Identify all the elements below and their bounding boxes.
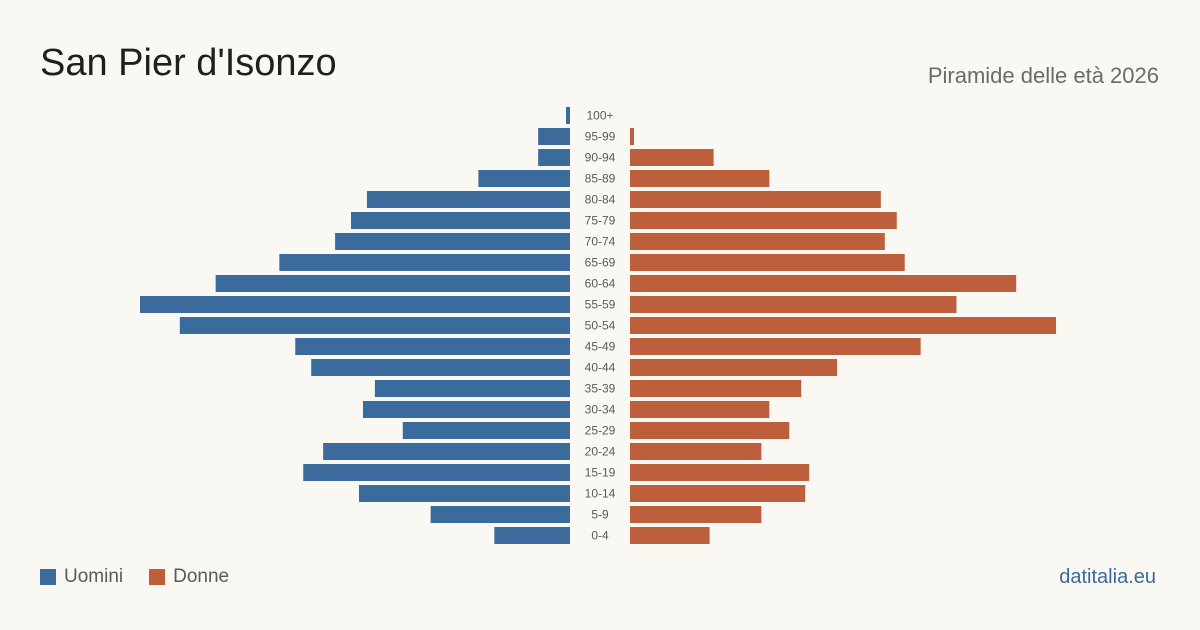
bar-men-30-34[interactable]	[362, 401, 570, 418]
age-label-45-49: 45-49	[585, 340, 616, 354]
bar-women-50-54[interactable]	[630, 317, 1057, 334]
age-label-40-44: 40-44	[585, 361, 616, 375]
bar-men-20-24[interactable]	[323, 443, 570, 460]
bar-women-75-79[interactable]	[630, 212, 897, 229]
age-label-55-59: 55-59	[585, 298, 616, 312]
chart-legend: Uomini Donne	[40, 566, 229, 588]
age-label-15-19: 15-19	[585, 466, 616, 480]
age-label-0-4: 0-4	[591, 529, 609, 543]
bar-women-65-69[interactable]	[630, 254, 905, 271]
age-label-60-64: 60-64	[585, 277, 616, 291]
bar-women-5-9[interactable]	[630, 506, 762, 523]
bar-women-95-99[interactable]	[630, 128, 634, 145]
bar-men-40-44[interactable]	[311, 359, 570, 376]
bar-men-35-39[interactable]	[374, 380, 570, 397]
page-title: San Pier d'Isonzo	[40, 42, 337, 84]
legend-label-men: Uomini	[64, 566, 124, 587]
legend-label-women: Donne	[173, 566, 230, 587]
bar-women-15-19[interactable]	[630, 464, 810, 481]
bar-men-80-84[interactable]	[366, 191, 570, 208]
age-label-35-39: 35-39	[585, 382, 616, 396]
legend-swatch-women	[149, 569, 166, 585]
bar-women-25-29[interactable]	[630, 422, 790, 439]
age-label-75-79: 75-79	[585, 214, 616, 228]
bar-men-95-99[interactable]	[538, 128, 570, 145]
bar-women-45-49[interactable]	[630, 338, 921, 355]
chart-subtitle: Piramide delle età 2026	[927, 63, 1159, 88]
bar-men-15-19[interactable]	[303, 464, 570, 481]
age-label-85-89: 85-89	[585, 172, 616, 186]
age-label-95-99: 95-99	[585, 130, 616, 144]
bar-men-65-69[interactable]	[279, 254, 570, 271]
bar-women-30-34[interactable]	[630, 401, 770, 418]
bar-men-75-79[interactable]	[351, 212, 570, 229]
age-label-70-74: 70-74	[585, 235, 616, 249]
bar-women-10-14[interactable]	[630, 485, 806, 502]
bar-men-60-64[interactable]	[215, 275, 571, 292]
age-label-20-24: 20-24	[585, 445, 616, 459]
bar-women-0-4[interactable]	[630, 527, 710, 544]
bar-men-25-29[interactable]	[402, 422, 570, 439]
bar-women-70-74[interactable]	[630, 233, 885, 250]
bar-women-60-64[interactable]	[630, 275, 1017, 292]
age-label-30-34: 30-34	[585, 403, 616, 417]
bar-men-100+[interactable]	[566, 107, 570, 124]
age-label-50-54: 50-54	[585, 319, 616, 333]
age-label-65-69: 65-69	[585, 256, 616, 270]
bar-men-85-89[interactable]	[478, 170, 570, 187]
bar-men-50-54[interactable]	[179, 317, 570, 334]
age-label-25-29: 25-29	[585, 424, 616, 438]
legend-swatch-men	[40, 569, 56, 585]
age-label-5-9: 5-9	[591, 508, 609, 522]
legend-item-men[interactable]: Uomini	[40, 566, 123, 588]
bar-men-70-74[interactable]	[335, 233, 570, 250]
source-link[interactable]: datitalia.eu	[1059, 566, 1156, 588]
bar-women-80-84[interactable]	[630, 191, 881, 208]
bar-women-20-24[interactable]	[630, 443, 762, 460]
legend-item-women[interactable]: Donne	[149, 566, 229, 588]
bar-men-10-14[interactable]	[358, 485, 570, 502]
bar-women-55-59[interactable]	[630, 296, 957, 313]
bar-women-90-94[interactable]	[630, 149, 714, 166]
bar-men-55-59[interactable]	[140, 296, 570, 313]
age-label-90-94: 90-94	[585, 151, 616, 165]
bar-women-35-39[interactable]	[630, 380, 802, 397]
bar-women-40-44[interactable]	[630, 359, 838, 376]
age-label-100+: 100+	[586, 109, 613, 123]
age-label-10-14: 10-14	[585, 487, 616, 501]
bar-men-45-49[interactable]	[295, 338, 570, 355]
bar-men-90-94[interactable]	[538, 149, 570, 166]
bar-men-0-4[interactable]	[494, 527, 570, 544]
bar-men-5-9[interactable]	[430, 506, 570, 523]
age-label-80-84: 80-84	[585, 193, 616, 207]
bar-women-85-89[interactable]	[630, 170, 770, 187]
